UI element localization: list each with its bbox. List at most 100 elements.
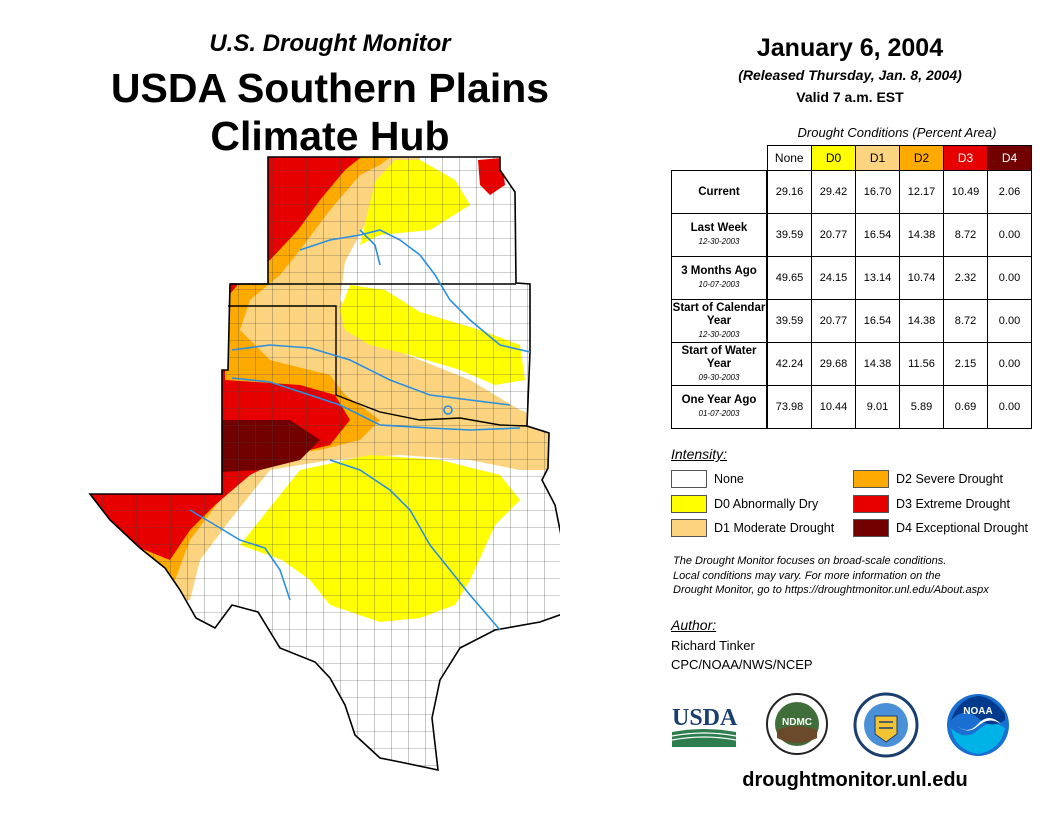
table-cell: 29.16 <box>766 170 812 214</box>
lake-marker <box>443 405 453 415</box>
county-boundaries <box>90 157 560 770</box>
legend-label: D0 Abnormally Dry <box>714 497 819 511</box>
release-date: (Released Thursday, Jan. 8, 2004) <box>738 67 962 83</box>
note-line: Drought Monitor, go to https://droughtmo… <box>673 584 989 596</box>
table-cell: 0.69 <box>943 385 988 429</box>
legend-label: D4 Exceptional Drought <box>896 521 1029 535</box>
note-line: Local conditions may vary. For more info… <box>673 569 941 582</box>
table-cell: 10.44 <box>811 385 856 429</box>
row-label: 3 Months Ago 10-07-2003 <box>671 256 768 300</box>
table-row-start-water-year: Start of Water Year 09-30-2003 42.24 29.6… <box>671 342 1032 386</box>
row-label-text: Start of Calendar Year <box>672 301 766 327</box>
ndmc-logo-text: NDMC <box>782 717 812 728</box>
column-header-d2: D2 <box>899 145 944 171</box>
table-cell: 16.54 <box>855 299 900 343</box>
row-label-date: 09-30-2003 <box>698 372 740 382</box>
rivers <box>189 229 531 631</box>
table-cell: 5.89 <box>899 385 944 429</box>
row-label-date: 01-07-2003 <box>698 409 740 418</box>
table-caption: Drought Conditions (Percent Area) <box>797 125 997 140</box>
legend-swatch <box>853 495 889 513</box>
ndmc-logo: NDMC <box>766 693 828 755</box>
table-cell: 14.38 <box>899 213 944 257</box>
commerce-seal-logo <box>853 692 919 758</box>
noaa-logo-text: NOAA <box>963 706 992 717</box>
legend-label: D3 Extreme Drought <box>896 497 1010 511</box>
climate-hub-title-line1: USDA Southern Plains <box>110 65 550 111</box>
legend-swatch <box>853 470 889 488</box>
column-header-d4: D4 <box>987 145 1032 171</box>
row-label: Current <box>671 170 768 214</box>
drought-monitor-note: The Drought Monitor focuses on broad-sca… <box>673 554 1043 598</box>
oklahoma-texas-border <box>228 305 528 427</box>
table-cell: 29.68 <box>811 342 856 386</box>
table-cell: 8.72 <box>943 213 988 257</box>
author-organization: CPC/NOAA/NWS/NCEP <box>671 657 813 672</box>
row-label: One Year Ago 01-07-2003 <box>671 385 768 429</box>
legend-label: D2 Severe Drought <box>896 472 1004 486</box>
legend-item-d4: D4 Exceptional Drought <box>853 519 1028 537</box>
table-row-start-calendar-year: Start of Calendar Year 12-30-2003 39.59 2… <box>671 299 1032 343</box>
legend-item-d1: D1 Moderate Drought <box>671 519 834 537</box>
drought-monitor-url[interactable]: droughtmonitor.unl.edu <box>742 769 968 791</box>
table-cell: 42.24 <box>766 342 812 386</box>
table-cell: 73.98 <box>766 385 812 429</box>
table-cell: 0.00 <box>987 213 1032 257</box>
table-cell: 14.38 <box>855 342 900 386</box>
table-cell: 8.72 <box>943 299 988 343</box>
region-outline <box>88 156 560 772</box>
brazos-river <box>329 459 501 631</box>
table-cell: 20.77 <box>811 213 856 257</box>
table-row-current: Current 29.16 29.42 16.70 12.17 10.49 2.… <box>671 170 1032 214</box>
legend-item-none: None <box>671 470 744 488</box>
drought-area-layers <box>90 157 560 770</box>
legend-title: Intensity: <box>671 446 728 462</box>
legend-swatch <box>671 495 707 513</box>
table-cell: 2.32 <box>943 256 988 300</box>
row-label: Start of Water Year 09-30-2003 <box>671 342 768 386</box>
row-label-date: 10-07-2003 <box>698 280 740 289</box>
table-cell: 16.70 <box>855 170 900 214</box>
row-label-text: One Year Ago <box>681 394 757 406</box>
drought-statistics-table: None D0 D1 D2 D3 D4 Current 29.16 29.42 … <box>671 145 1032 429</box>
table-cell: 49.65 <box>766 256 812 300</box>
table-row-one-year-ago: One Year Ago 01-07-2003 73.98 10.44 9.01 … <box>671 385 1032 429</box>
row-label-text: Last Week <box>690 222 748 234</box>
table-cell: 39.59 <box>766 299 812 343</box>
column-header-d0: D0 <box>811 145 856 171</box>
table-header-blank <box>672 146 768 171</box>
row-label: Start of Calendar Year 12-30-2003 <box>671 299 768 343</box>
table-cell: 12.17 <box>899 170 944 214</box>
table-cell: 0.00 <box>987 385 1032 429</box>
pecos-river <box>189 509 291 601</box>
legend-swatch <box>853 519 889 537</box>
valid-time: Valid 7 a.m. EST <box>796 89 904 105</box>
kansas-tributary <box>359 229 381 266</box>
table-cell: 10.49 <box>943 170 988 214</box>
table-cell: 14.38 <box>899 299 944 343</box>
row-label-text: Current <box>698 185 740 198</box>
note-line: The Drought Monitor focuses on broad-sca… <box>673 555 947 567</box>
table-cell: 16.54 <box>855 213 900 257</box>
legend-item-d2: D2 Severe Drought <box>853 470 1003 488</box>
canadian-river <box>231 344 511 406</box>
table-row-3-months-ago: 3 Months Ago 10-07-2003 49.65 24.15 13.14… <box>671 256 1032 300</box>
row-label: Last Week 12-30-2003 <box>671 213 768 257</box>
table-cell: 0.00 <box>987 342 1032 386</box>
legend-label: None <box>714 472 744 486</box>
legend-label: D1 Moderate Drought <box>714 521 835 535</box>
table-cell: 24.15 <box>811 256 856 300</box>
legend-item-d3: D3 Extreme Drought <box>853 495 1010 513</box>
table-cell: 2.06 <box>987 170 1032 214</box>
author-name: Richard Tinker <box>671 638 755 653</box>
table-cell: 0.00 <box>987 256 1032 300</box>
table-cell: 11.56 <box>899 342 944 386</box>
row-label-text: Start of Water Year <box>681 344 757 370</box>
red-river <box>231 377 521 431</box>
table-cell: 13.14 <box>855 256 900 300</box>
table-cell: 20.77 <box>811 299 856 343</box>
legend-swatch <box>671 519 707 537</box>
legend-item-d0: D0 Abnormally Dry <box>671 495 818 513</box>
legend-swatch <box>671 470 707 488</box>
map-date: January 6, 2004 <box>756 34 944 62</box>
